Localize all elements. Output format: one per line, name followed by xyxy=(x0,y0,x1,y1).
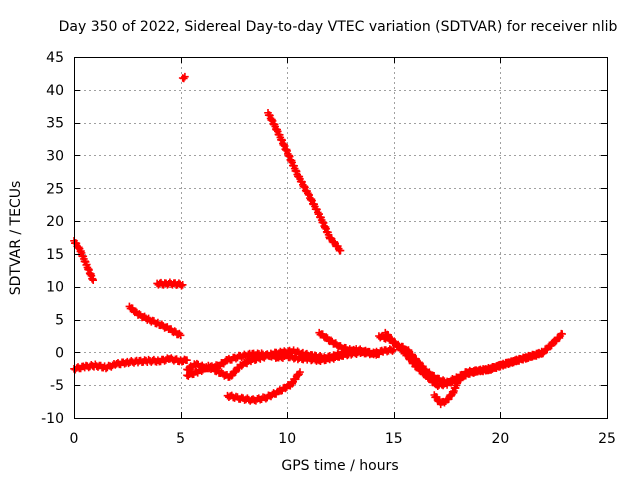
y-tick-label: -5 xyxy=(50,378,64,394)
y-tick-label: 5 xyxy=(55,313,64,329)
series-track-9 xyxy=(183,345,383,381)
x-tick-label: 0 xyxy=(70,431,79,447)
series-track-2 xyxy=(125,302,185,340)
series-track-13 xyxy=(430,368,471,409)
data-point xyxy=(181,72,189,81)
data-point xyxy=(176,331,185,340)
y-tick-label: 45 xyxy=(46,50,64,66)
x-tick-label: 20 xyxy=(491,431,509,447)
data-point xyxy=(539,348,547,357)
y-tick-label: 25 xyxy=(46,181,64,197)
data-point xyxy=(291,375,300,383)
data-point xyxy=(336,246,345,255)
y-tick-label: 15 xyxy=(46,247,64,263)
data-point xyxy=(296,368,304,376)
data-point xyxy=(178,281,187,289)
series-track-7 xyxy=(70,354,191,374)
x-tick-label: 5 xyxy=(176,431,185,447)
y-tick-label: 35 xyxy=(46,116,64,132)
data-point xyxy=(89,276,97,284)
data-points xyxy=(70,72,566,409)
x-tick-label: 25 xyxy=(598,431,616,447)
y-tick-label: 30 xyxy=(46,148,64,164)
y-tick-label: 40 xyxy=(46,83,64,99)
data-point xyxy=(358,348,366,357)
series-track-5 xyxy=(264,109,345,255)
data-point xyxy=(183,356,191,364)
data-point xyxy=(462,368,471,376)
series-track-4 xyxy=(178,72,189,83)
y-axis-label: SDTVAR / TECUs xyxy=(8,181,24,296)
data-point xyxy=(390,345,398,354)
series-track-6 xyxy=(223,368,304,405)
data-point xyxy=(384,331,392,339)
axis-ticks: 0 5 10 15 20 25 -10 -5 0 5 10 15 20 25 30 35 40 45 xyxy=(41,50,616,447)
y-tick-label: 10 xyxy=(46,280,64,296)
x-tick-label: 15 xyxy=(385,431,403,447)
data-point xyxy=(375,350,383,359)
series-track-10 xyxy=(315,328,366,357)
y-tick-label: -10 xyxy=(41,411,64,427)
y-tick-label: 20 xyxy=(46,214,64,230)
plot-frame xyxy=(74,57,608,419)
grid xyxy=(74,57,607,418)
chart-title: Day 350 of 2022, Sidereal Day-to-day VTE… xyxy=(59,19,618,35)
data-point xyxy=(558,330,566,338)
series-track-3 xyxy=(153,278,187,290)
y-tick-label: 0 xyxy=(55,345,64,361)
x-tick-label: 10 xyxy=(278,431,296,447)
x-axis-label: GPS time / hours xyxy=(281,458,398,474)
